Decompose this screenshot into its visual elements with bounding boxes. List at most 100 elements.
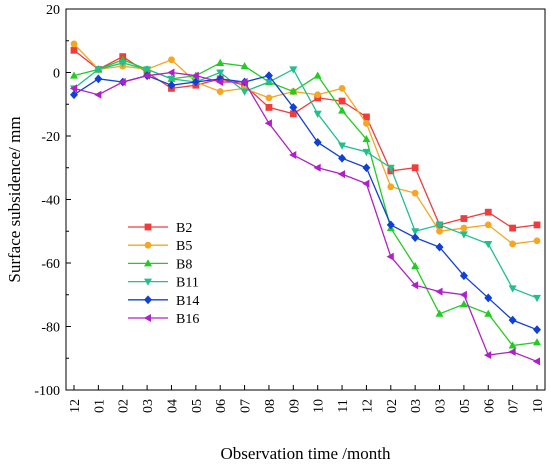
x-tick-label: 01 — [92, 399, 107, 413]
data-point-b11 — [240, 88, 249, 96]
data-point-b14 — [191, 77, 200, 87]
data-point-b11 — [484, 240, 493, 249]
data-point-b5 — [460, 224, 468, 232]
x-tick-label: 07 — [239, 399, 254, 413]
data-point-b11 — [435, 221, 444, 230]
data-point-b11 — [386, 164, 395, 172]
data-point-b14 — [313, 137, 322, 147]
data-point-b11 — [264, 79, 273, 87]
data-point-b14 — [435, 242, 444, 252]
data-point-b8 — [216, 58, 225, 66]
data-point-b8 — [362, 134, 371, 143]
data-point-b11 — [167, 75, 176, 84]
data-point-b16 — [435, 287, 443, 296]
legend: B2 B5 B8 B11 B14 B16 — [128, 221, 199, 327]
data-point-b11 — [362, 148, 371, 157]
data-point-b5 — [168, 56, 175, 64]
data-point-b14 — [484, 293, 493, 303]
data-point-b2 — [70, 46, 78, 54]
data-point-b14 — [411, 233, 420, 242]
x-tick-label: 06 — [482, 399, 497, 413]
data-point-b11 — [94, 66, 103, 74]
data-point-b2 — [484, 208, 492, 216]
legend-marker-b8 — [144, 259, 152, 267]
data-point-b2 — [265, 104, 273, 111]
x-tick-label: 05 — [458, 399, 473, 413]
data-point-b11 — [338, 142, 347, 150]
y-tick-label: 20 — [46, 3, 60, 18]
data-point-b5 — [533, 237, 541, 245]
data-point-b16 — [508, 347, 516, 356]
legend-label-b11: B11 — [176, 276, 199, 291]
x-tick-label: 03 — [434, 399, 449, 413]
x-tick-label: 03 — [409, 399, 424, 413]
data-point-b5 — [265, 94, 273, 102]
data-point-b16 — [386, 252, 394, 261]
x-tick-label: 07 — [507, 399, 522, 413]
x-tick-label: 12 — [68, 399, 83, 413]
legend-label-b2: B2 — [176, 221, 192, 236]
data-point-b5 — [484, 221, 492, 229]
data-point-b5 — [314, 91, 322, 99]
data-point-b16 — [410, 281, 419, 290]
y-tick-label: -40 — [41, 194, 60, 209]
data-point-b5 — [411, 189, 419, 197]
data-point-b8 — [411, 261, 420, 270]
series-line-b14 — [73, 74, 538, 331]
data-point-b14 — [70, 90, 78, 100]
data-point-b8 — [70, 71, 78, 79]
data-point-b16 — [532, 357, 540, 366]
data-point-b16 — [459, 290, 467, 299]
chart-axes: 20 0 -20 -40 -60 -80 -100 12 01 02 03 04 05 06 07 08 09 1… — [34, 3, 546, 413]
data-point-b16 — [142, 71, 151, 80]
data-point-b2 — [411, 164, 419, 172]
data-point-b11 — [533, 294, 541, 303]
data-point-b5 — [70, 40, 78, 48]
legend-item-b11: B11 — [128, 276, 199, 291]
data-point-b2 — [509, 224, 517, 232]
legend-item-b14: B14 — [128, 294, 199, 309]
data-point-b5 — [363, 119, 370, 127]
data-point-b2 — [289, 110, 297, 118]
legend-marker-b16 — [143, 314, 151, 322]
data-point-b16 — [118, 78, 126, 87]
legend-label-b16: B16 — [176, 312, 199, 327]
legend-marker-b14 — [144, 295, 152, 305]
data-point-b14 — [508, 315, 517, 325]
data-point-b8 — [313, 71, 322, 79]
data-point-b14 — [216, 74, 225, 84]
data-point-b14 — [94, 74, 103, 84]
data-point-b16 — [240, 78, 248, 87]
data-point-b8 — [508, 341, 517, 349]
data-point-b16 — [484, 351, 492, 360]
data-point-b16 — [313, 163, 321, 172]
data-point-b2 — [363, 113, 370, 121]
data-point-b14 — [167, 80, 176, 90]
x-tick-label: 08 — [263, 399, 278, 413]
x-tick-label: 10 — [531, 399, 546, 413]
data-point-b5 — [216, 88, 224, 95]
series-b2 — [70, 46, 541, 232]
data-point-b5 — [436, 227, 443, 235]
y-tick-label: 0 — [53, 67, 60, 82]
series-b11 — [70, 59, 541, 303]
x-axis-title: Observation time /month — [221, 444, 391, 463]
x-tick-label: 04 — [165, 399, 180, 413]
data-point-b14 — [386, 220, 395, 230]
legend-marker-b11 — [144, 278, 152, 286]
data-point-b16 — [167, 68, 175, 77]
series-b14 — [70, 71, 541, 335]
data-point-b16 — [337, 170, 346, 179]
data-point-b11 — [118, 59, 127, 68]
y-tick-label: -80 — [41, 321, 60, 336]
x-tick-label: 05 — [190, 399, 205, 413]
data-point-b2 — [533, 221, 541, 229]
legend-marker-b2 — [144, 223, 152, 231]
series-layer — [69, 40, 541, 366]
data-point-b8 — [484, 309, 493, 317]
data-point-b8 — [289, 87, 298, 95]
x-tick-label: 10 — [312, 399, 327, 413]
data-point-b8 — [435, 309, 444, 317]
data-point-b11 — [143, 66, 152, 74]
